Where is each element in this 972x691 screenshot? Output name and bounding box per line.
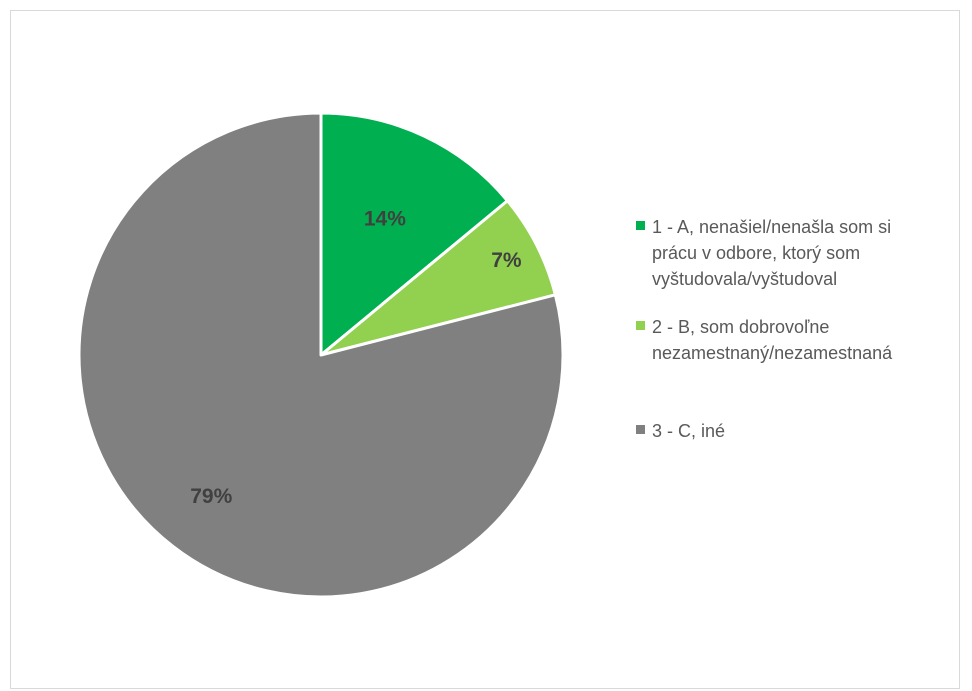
pie-slices [77, 111, 565, 599]
data-label-1: 14% [364, 208, 406, 231]
legend-label-2: 2 - B, som dobrovoľne nezamestnaný/nezam… [652, 317, 893, 363]
data-label-2: 7% [491, 249, 522, 272]
pie-slice-3 [77, 111, 565, 599]
legend-item-2: 2 - B, som dobrovoľne nezamestnaný/nezam… [636, 314, 892, 366]
pie-data-labels: 14% 7% 79% [190, 208, 522, 508]
legend-label-1: 1 - A, nenašiel/nenašla som si prácu v o… [652, 217, 892, 289]
pie-slice-2 [319, 199, 557, 357]
legend-item-3: 3 - C, iné [636, 418, 725, 444]
legend-label-3: 3 - C, iné [652, 421, 726, 441]
legend-item-1: 1 - A, nenašiel/nenašla som si prácu v o… [636, 214, 891, 292]
legend-swatch-1 [636, 221, 645, 230]
pie-slice-1 [319, 111, 509, 357]
data-label-3: 79% [190, 485, 232, 508]
legend-swatch-3 [636, 425, 645, 434]
legend-swatch-2 [636, 321, 645, 330]
